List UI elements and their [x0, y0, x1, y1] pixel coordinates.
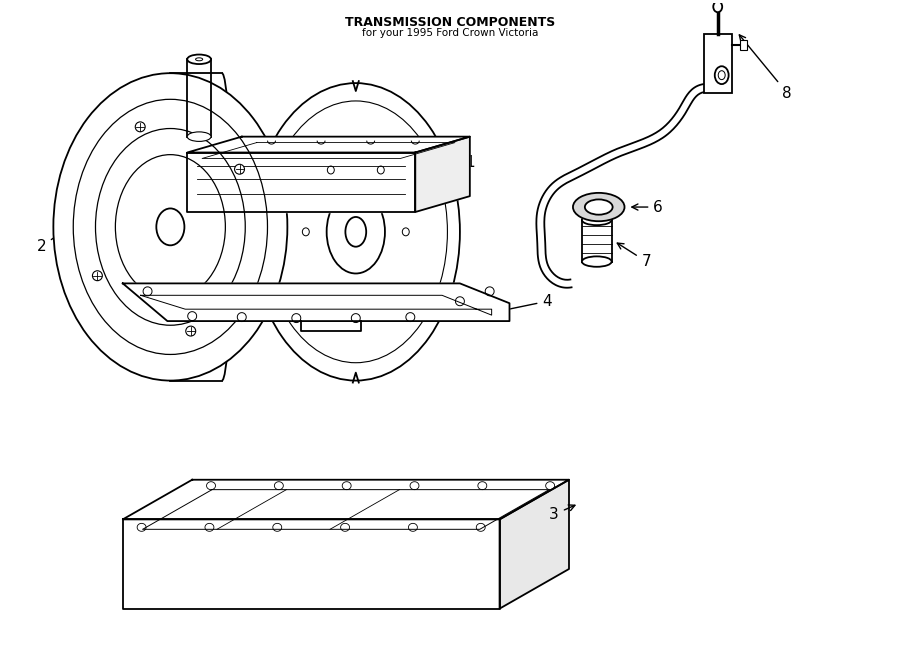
Ellipse shape	[235, 165, 245, 175]
Polygon shape	[122, 520, 500, 609]
Ellipse shape	[195, 58, 203, 61]
Text: 4: 4	[494, 293, 552, 314]
Ellipse shape	[715, 66, 729, 84]
Ellipse shape	[187, 132, 211, 141]
Polygon shape	[415, 137, 470, 212]
FancyBboxPatch shape	[740, 40, 748, 50]
Ellipse shape	[53, 73, 287, 381]
Text: TRANSMISSION COMPONENTS: TRANSMISSION COMPONENTS	[345, 16, 555, 28]
Text: for your 1995 Ford Crown Victoria: for your 1995 Ford Crown Victoria	[362, 28, 538, 38]
Ellipse shape	[718, 71, 725, 79]
Ellipse shape	[93, 271, 103, 281]
Ellipse shape	[252, 83, 460, 381]
Text: 1: 1	[417, 155, 474, 192]
Ellipse shape	[582, 215, 612, 225]
Ellipse shape	[582, 256, 612, 267]
Text: 6: 6	[632, 200, 663, 215]
Polygon shape	[187, 153, 415, 212]
FancyBboxPatch shape	[704, 34, 732, 93]
Ellipse shape	[573, 193, 625, 221]
Text: 2: 2	[37, 219, 79, 254]
Polygon shape	[187, 137, 470, 153]
Polygon shape	[500, 480, 569, 609]
Ellipse shape	[185, 326, 195, 336]
Ellipse shape	[585, 200, 613, 215]
Polygon shape	[122, 284, 509, 321]
Ellipse shape	[135, 122, 145, 132]
Ellipse shape	[157, 208, 184, 245]
Text: 3: 3	[549, 505, 575, 522]
Text: 5: 5	[351, 180, 450, 202]
Polygon shape	[122, 480, 569, 520]
Text: 8: 8	[739, 35, 792, 100]
Text: 7: 7	[617, 243, 651, 269]
Ellipse shape	[187, 55, 211, 64]
Ellipse shape	[714, 1, 722, 12]
